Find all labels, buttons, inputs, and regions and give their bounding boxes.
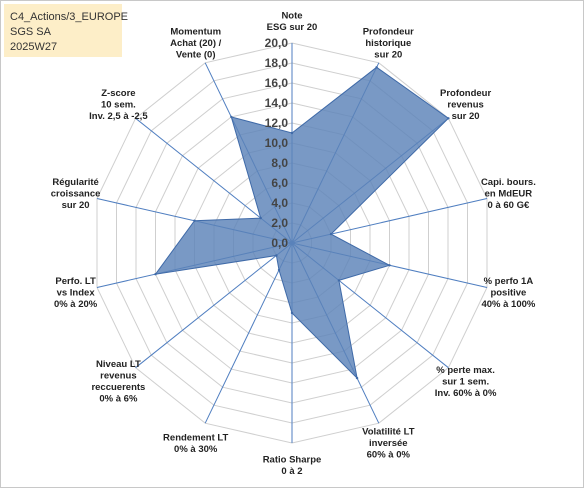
data-point bbox=[275, 254, 278, 257]
tick-label: 2,0 bbox=[271, 216, 288, 230]
tick-label: 6,0 bbox=[271, 176, 288, 190]
axis-label: Régularité croissance sur 20 bbox=[51, 177, 101, 211]
info-box: C4_Actions/3_EUROPE SGS SA 2025W27 bbox=[4, 4, 128, 57]
axis-label: Perfo. LT vs Index 0% à 20% bbox=[54, 276, 98, 310]
data-point bbox=[290, 131, 294, 135]
axis-label: Rendement LT 0% à 30% bbox=[163, 432, 228, 455]
tick-label: 14,0 bbox=[265, 96, 289, 110]
tick-label: 16,0 bbox=[265, 76, 289, 90]
tick-label: 8,0 bbox=[271, 156, 288, 170]
portfolio-name: C4_Actions/3_EUROPE bbox=[10, 11, 128, 23]
axis-label: Z-score 10 sem. Inv. 2,5 à -2,5 bbox=[89, 88, 148, 122]
data-point bbox=[277, 268, 281, 272]
tick-label: 20,0 bbox=[265, 36, 289, 50]
week-label: 2025W27 bbox=[10, 41, 58, 53]
axis-label: Niveau LT revenus reccuerents 0% à 6% bbox=[91, 359, 145, 405]
company-name: SGS SA bbox=[10, 26, 51, 38]
data-series-area bbox=[154, 66, 450, 380]
axis-label: Momentum Achat (20) / Vente (0) bbox=[170, 27, 222, 61]
data-point bbox=[337, 279, 341, 282]
data-point bbox=[355, 376, 359, 380]
axis-label: Profondeur revenus sur 20 bbox=[440, 88, 491, 122]
tick-label: 10,0 bbox=[265, 136, 289, 150]
data-point bbox=[375, 66, 378, 69]
axis-label: % perte max. sur 1 sem. Inv. 60% à 0% bbox=[435, 365, 497, 399]
axis-label: % perfo 1A positive 40% à 100% bbox=[481, 276, 535, 310]
data-point bbox=[329, 232, 333, 236]
data-point bbox=[230, 115, 233, 119]
axis-label: Capi. bours. en MdEUR 0 à 60 G€ bbox=[481, 177, 536, 211]
data-point bbox=[259, 216, 262, 220]
tick-label: 4,0 bbox=[271, 196, 288, 210]
axis-label: Profondeur historique sur 20 bbox=[363, 27, 414, 61]
axis-label: Ratio Sharpe 0 à 2 bbox=[263, 454, 322, 477]
tick-label: 0,0 bbox=[271, 236, 288, 250]
tick-label: 12,0 bbox=[265, 116, 289, 130]
data-point bbox=[290, 311, 294, 315]
axis-label: Volatilité LT inversée 60% à 0% bbox=[362, 427, 415, 461]
data-point bbox=[388, 264, 391, 267]
axis-spoke bbox=[135, 242, 293, 369]
axis-label: Note ESG sur 20 bbox=[267, 10, 318, 33]
axis-spoke bbox=[204, 242, 293, 424]
data-point bbox=[447, 117, 450, 120]
tick-label: 18,0 bbox=[265, 56, 289, 70]
data-point bbox=[154, 273, 157, 276]
data-point bbox=[193, 219, 196, 222]
